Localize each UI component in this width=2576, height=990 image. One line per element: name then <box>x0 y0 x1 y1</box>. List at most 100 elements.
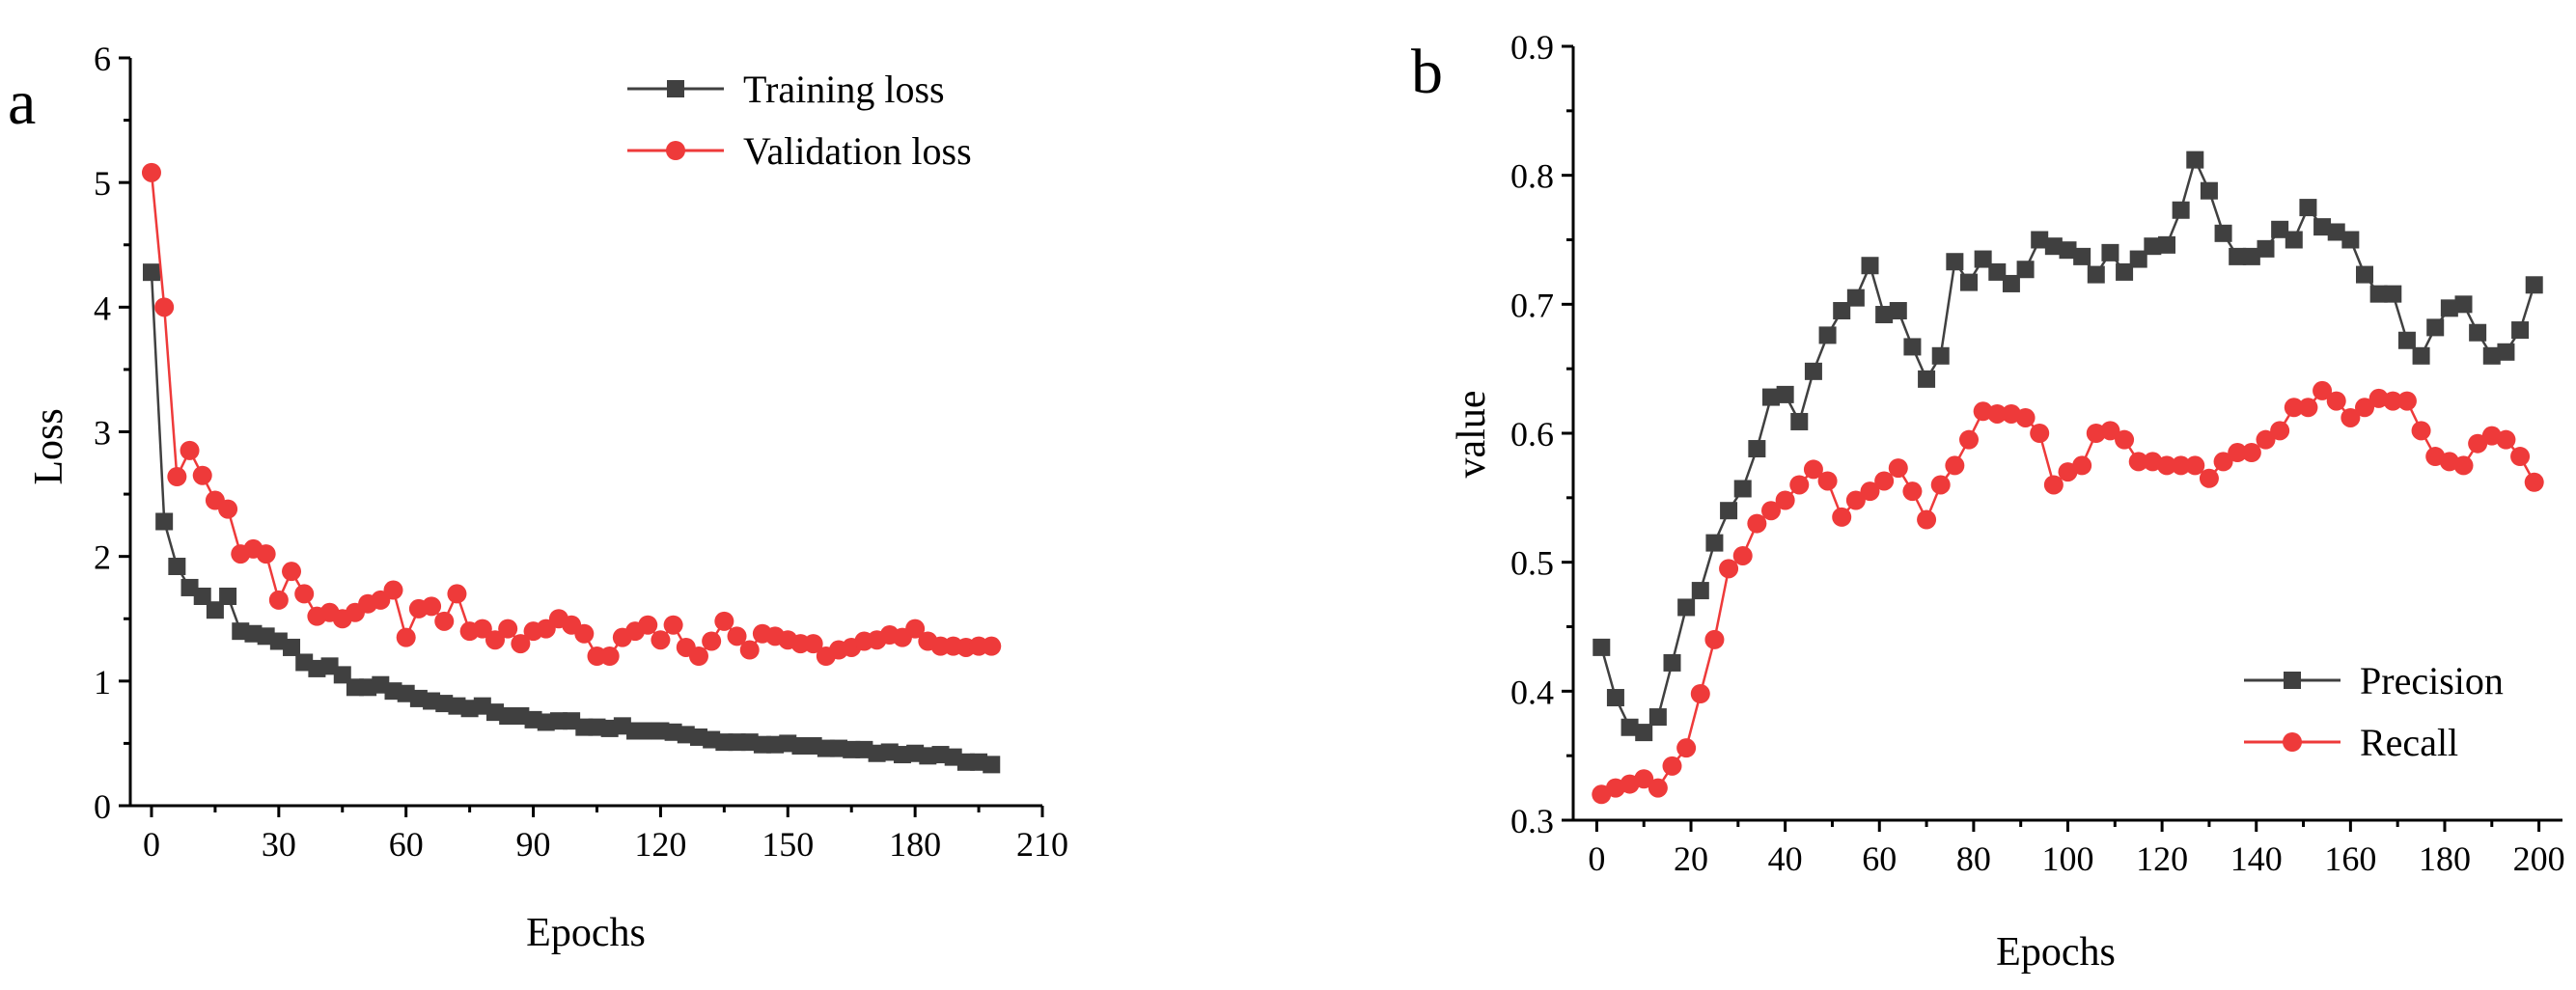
data-point <box>1733 480 1752 498</box>
data-point <box>2525 276 2543 294</box>
data-point <box>167 467 187 486</box>
data-point <box>180 440 200 460</box>
y-tick-label: 5 <box>94 164 111 203</box>
panel-b-label: b <box>1411 37 1443 107</box>
data-point <box>2412 346 2430 365</box>
data-point <box>2426 318 2445 337</box>
series-line <box>150 172 992 658</box>
data-point <box>2257 239 2275 258</box>
data-point <box>2116 262 2134 281</box>
x-tick-label: 160 <box>2324 839 2376 878</box>
y-tick-label: 1 <box>94 663 111 701</box>
panel-b-tick-labels: 0.3 0.4 0.5 0.6 0.7 0.8 0.9 0 20 40 60 80 100 120 140 1… <box>1510 28 2565 878</box>
data-point <box>638 615 658 635</box>
data-point <box>651 630 671 650</box>
data-point <box>1860 481 1880 502</box>
data-point <box>2115 429 2135 450</box>
data-point <box>2059 241 2077 260</box>
data-point <box>1776 385 1794 403</box>
data-point <box>2016 261 2035 279</box>
data-point <box>1648 778 1668 798</box>
data-point <box>498 619 518 639</box>
data-point <box>1960 273 1978 291</box>
data-point <box>141 162 161 182</box>
data-point <box>192 465 212 485</box>
data-point <box>1803 459 1823 480</box>
x-tick-label: 180 <box>889 825 941 864</box>
data-point <box>2101 243 2119 261</box>
x-tick-label: 90 <box>516 825 551 864</box>
data-point <box>1918 370 1936 388</box>
data-point <box>1606 689 1624 707</box>
data-point <box>2044 237 2063 256</box>
data-point <box>2157 455 2176 476</box>
data-point <box>2072 455 2092 476</box>
data-point <box>1634 769 1654 789</box>
data-point <box>714 611 734 631</box>
panel-b-precision-recall-chart: b value Epochs 0.3 0.4 0.5 0.6 0.7 0.8 0.9 0 20 4… <box>1411 28 2565 975</box>
data-point <box>1747 513 1767 534</box>
panel-b-ylabel: value <box>1450 391 1494 479</box>
x-tick-label: 20 <box>1674 839 1708 878</box>
y-tick-label: 0.7 <box>1510 286 1554 324</box>
data-point <box>2228 443 2248 463</box>
data-point <box>663 615 683 635</box>
x-tick-label: 210 <box>1016 825 1068 864</box>
data-point <box>1676 738 1697 758</box>
data-point <box>1832 507 1852 527</box>
y-tick-label: 0.6 <box>1510 415 1554 454</box>
data-point <box>2496 429 2516 450</box>
data-point <box>983 756 1001 774</box>
x-tick-label: 100 <box>2042 839 2094 878</box>
data-point <box>283 638 301 656</box>
data-point <box>1874 471 1895 491</box>
data-point <box>1846 289 1865 307</box>
data-point <box>2440 299 2458 317</box>
data-point <box>2073 247 2091 265</box>
data-point <box>1931 346 1950 365</box>
data-point <box>168 558 186 575</box>
data-point <box>2411 421 2431 441</box>
panel-b-axes <box>1562 44 2562 832</box>
data-point <box>803 634 823 654</box>
data-point <box>2087 265 2105 284</box>
data-point <box>2199 468 2219 488</box>
data-point <box>472 619 492 639</box>
data-point <box>2313 218 2332 236</box>
data-point <box>2341 231 2360 249</box>
series-precision <box>1593 151 2543 742</box>
data-point <box>1833 302 1851 320</box>
y-tick-label: 0.8 <box>1510 157 1554 196</box>
x-tick-label: 150 <box>762 825 814 864</box>
data-point <box>1620 718 1639 736</box>
data-point <box>2031 231 2049 249</box>
data-point <box>1662 756 1682 776</box>
data-point <box>256 544 276 564</box>
series-recall <box>1592 380 2544 805</box>
data-point <box>1930 475 1951 495</box>
data-point <box>1732 545 1753 565</box>
data-point <box>2241 443 2261 463</box>
x-tick-label: 80 <box>1956 839 1991 878</box>
panel-a-label: a <box>8 68 36 138</box>
data-point <box>982 636 1002 656</box>
legend-entry: Training loss <box>627 68 945 111</box>
data-point <box>218 499 238 519</box>
panel-b-legend: Precision Recall <box>2244 659 2504 764</box>
y-tick-label: 0.4 <box>1510 673 1554 711</box>
x-tick-label: 180 <box>2419 839 2471 878</box>
series-line <box>150 272 992 766</box>
y-tick-label: 0.9 <box>1510 28 1554 67</box>
legend-entry: Recall <box>2244 721 2458 764</box>
data-point <box>905 619 926 639</box>
data-point <box>219 588 237 605</box>
data-point <box>2454 295 2473 314</box>
data-point <box>2369 285 2388 303</box>
x-tick-label: 40 <box>1768 839 1803 878</box>
data-point <box>2285 231 2303 249</box>
data-point <box>2129 250 2147 268</box>
data-point <box>1593 638 1611 656</box>
